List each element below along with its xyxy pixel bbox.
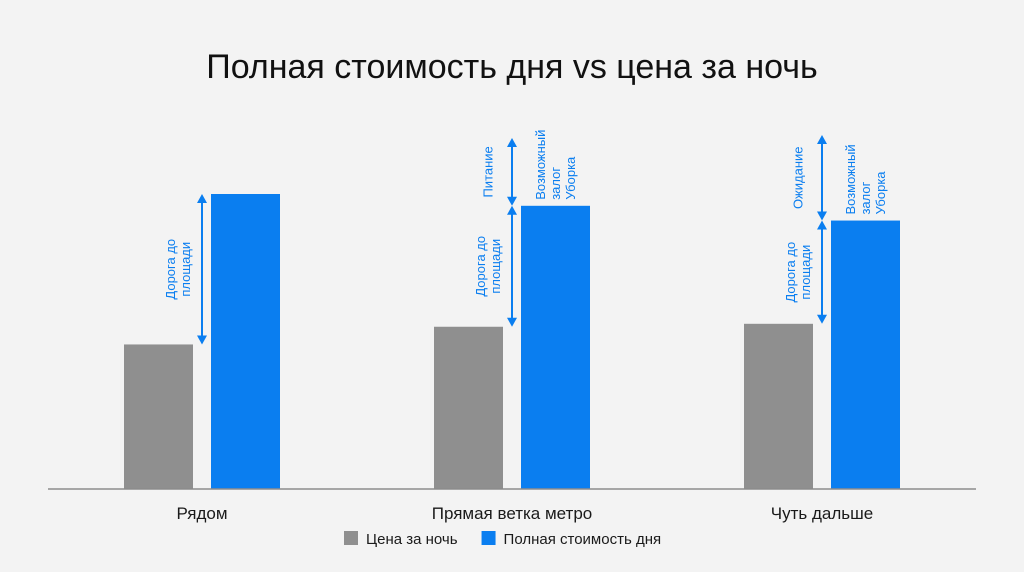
annotation-label: залог [548,167,563,200]
bar-full-cost-2 [831,220,900,490]
annotation-label: Уборка [873,171,888,215]
annotation-label: площади [798,245,813,300]
annotation-label: Дорога до [163,239,178,300]
annotation-label: Возможный [533,130,548,200]
arrowhead-down-icon [507,196,517,206]
legend-label: Полная стоимость дня [504,531,662,548]
bar-full-cost-1 [521,205,590,490]
arrowhead-up-icon [817,220,827,230]
bar-night-price-0 [124,344,193,489]
legend: Цена за ночь Полная стоимость дня [344,531,661,548]
x-axis-labels: Рядом Прямая ветка метро Чуть дальше [176,504,873,523]
bar-night-price-1 [434,326,503,489]
arrowhead-up-icon [197,194,207,203]
annotation-label: Возможный [843,144,858,214]
chart-title: Полная стоимость дня vs цена за ночь [206,48,817,86]
x-tick-label: Прямая ветка метро [432,504,593,523]
legend-label: Цена за ночь [366,531,458,548]
legend-swatch [344,531,358,545]
annotation-label: площади [178,242,193,297]
arrowhead-down-icon [197,335,207,345]
annotation-label: Ожидание [791,146,806,209]
annotation-label: Дорога до [473,236,488,297]
legend-swatch [481,531,496,545]
arrowhead-up-icon [507,205,517,215]
arrowhead-up-icon [507,137,517,147]
arrowhead-down-icon [817,314,827,324]
x-tick-label: Рядом [176,504,227,523]
annotation-label: площади [488,239,503,294]
annotation-label: залог [858,181,873,214]
annotation-label: Дорога до [783,242,798,303]
annotation-label: Питание [481,146,496,197]
arrowhead-up-icon [817,135,827,144]
annotation-label: Уборка [563,156,578,200]
arrowhead-down-icon [817,211,827,221]
bar-full-cost-0 [211,194,280,489]
x-tick-label: Чуть дальше [771,504,873,523]
arrowhead-down-icon [507,317,517,327]
bar-night-price-2 [744,323,813,489]
